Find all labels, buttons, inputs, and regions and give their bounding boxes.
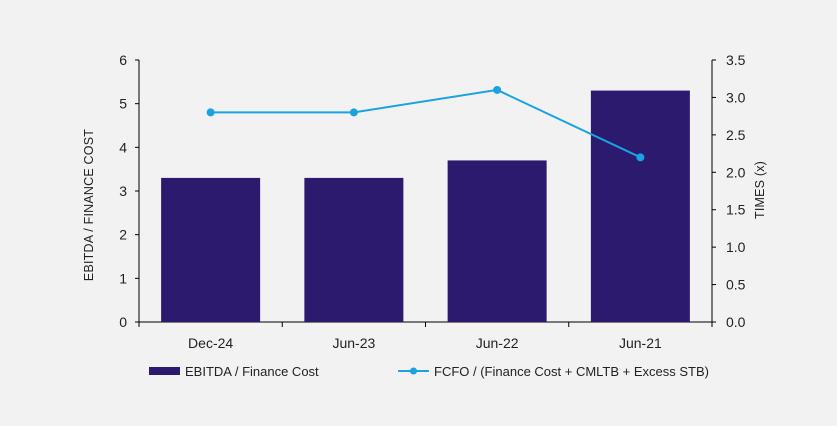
fcfo-point-jun-21 [636,153,644,161]
y-axis-left-title: EBITDA / FINANCE COST [82,129,96,281]
chart-svg: 0 1 2 3 4 5 6 0.0 0.5 1.0 1.5 2.0 2.5 3.0 3.5 Dec-24 Jun… [0,0,837,421]
bar-series [161,91,690,322]
y-right-tick-label: 1.0 [726,239,746,255]
y-left-tick-label: 0 [119,314,127,330]
y-right-tick-label: 0.5 [726,277,746,293]
legend: EBITDA / Finance Cost FCFO / (Finance Co… [149,364,709,379]
y-left-tick-label: 3 [119,183,127,199]
y-right-tick-label: 3.5 [726,52,746,68]
chart: 0 1 2 3 4 5 6 0.0 0.5 1.0 1.5 2.0 2.5 3.0 3.5 Dec-24 Jun… [0,0,837,421]
y-right-tick-label: 2.5 [726,127,746,143]
bar-jun-23 [304,178,403,322]
legend-line-marker [410,368,417,375]
x-category-label: Jun-23 [332,335,375,351]
x-category-label: Dec-24 [188,335,233,351]
fcfo-point-dec-24 [207,108,215,116]
y-axis-right-title: TIMES (x) [753,161,767,219]
bar-dec-24 [161,178,260,322]
legend-line-label: FCFO / (Finance Cost + CMLTB + Excess ST… [434,364,709,379]
fcfo-point-jun-22 [493,86,501,94]
fcfo-point-jun-23 [350,108,358,116]
bar-jun-22 [448,160,547,322]
y-left-tick-label: 5 [119,96,127,112]
y-right-tick-label: 1.5 [726,202,746,218]
x-category-label: Jun-22 [476,335,519,351]
y-left-tick-label: 2 [119,227,127,243]
line-series [207,86,645,161]
y-right-tick-label: 2.0 [726,164,746,180]
y-right-tick-label: 3.0 [726,89,746,105]
legend-bar-swatch [149,367,180,375]
legend-bar-label: EBITDA / Finance Cost [185,364,319,379]
y-right-tick-label: 0.0 [726,314,746,330]
y-left-tick-label: 6 [119,52,127,68]
y-left-tick-label: 4 [119,139,127,155]
x-category-label: Jun-21 [619,335,662,351]
y-left-tick-label: 1 [119,270,127,286]
bar-jun-21 [591,91,690,322]
fcfo-line [211,90,641,157]
